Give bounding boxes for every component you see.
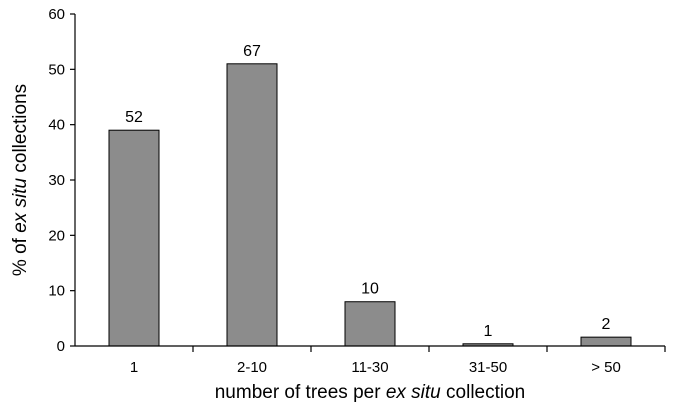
y-tick-label: 10 <box>48 283 65 300</box>
bar-data-label: 1 <box>484 323 493 340</box>
bar-data-label: 52 <box>125 109 143 126</box>
x-ticks-group: 1 2-10 11-30 31-50 > 50 <box>130 346 666 376</box>
y-axis-title-post: collections <box>10 84 31 178</box>
x-tick-label: > 50 <box>591 359 621 376</box>
y-tick-label: 50 <box>48 61 65 78</box>
bar-labels-group: 52 67 10 1 2 <box>125 43 610 340</box>
x-tick-label: 1 <box>130 359 138 376</box>
bar-5 <box>580 336 632 347</box>
y-tick-label: 0 <box>57 338 65 355</box>
x-axis-title-post: collection <box>441 382 526 403</box>
bar-data-label: 67 <box>243 43 261 60</box>
x-tick-label: 2-10 <box>237 359 267 376</box>
x-axis-title-pre: number of trees per <box>215 382 386 403</box>
y-tick-label: 60 <box>48 6 65 23</box>
bar-data-label: 2 <box>602 316 611 333</box>
y-ticks-group: 0 10 20 30 40 50 60 <box>48 6 75 355</box>
y-tick-label: 30 <box>48 172 65 189</box>
y-axis-title-italic: ex situ <box>10 177 31 232</box>
bar-3 <box>344 301 396 347</box>
y-axis-title: % of ex situ collections <box>10 84 31 276</box>
y-tick-label: 20 <box>48 227 65 244</box>
x-axis-title-italic: ex situ <box>386 382 441 403</box>
y-tick-label: 40 <box>48 117 65 134</box>
bar-2 <box>226 63 278 347</box>
x-tick-label: 31-50 <box>469 359 507 376</box>
bars-group <box>108 63 632 347</box>
bar-1 <box>108 129 160 347</box>
bar-data-label: 10 <box>361 281 379 298</box>
x-axis-title: number of trees per ex situ collection <box>215 382 526 403</box>
y-axis-title-pre: % of <box>10 233 31 276</box>
x-tick-label: 11-30 <box>351 359 388 376</box>
